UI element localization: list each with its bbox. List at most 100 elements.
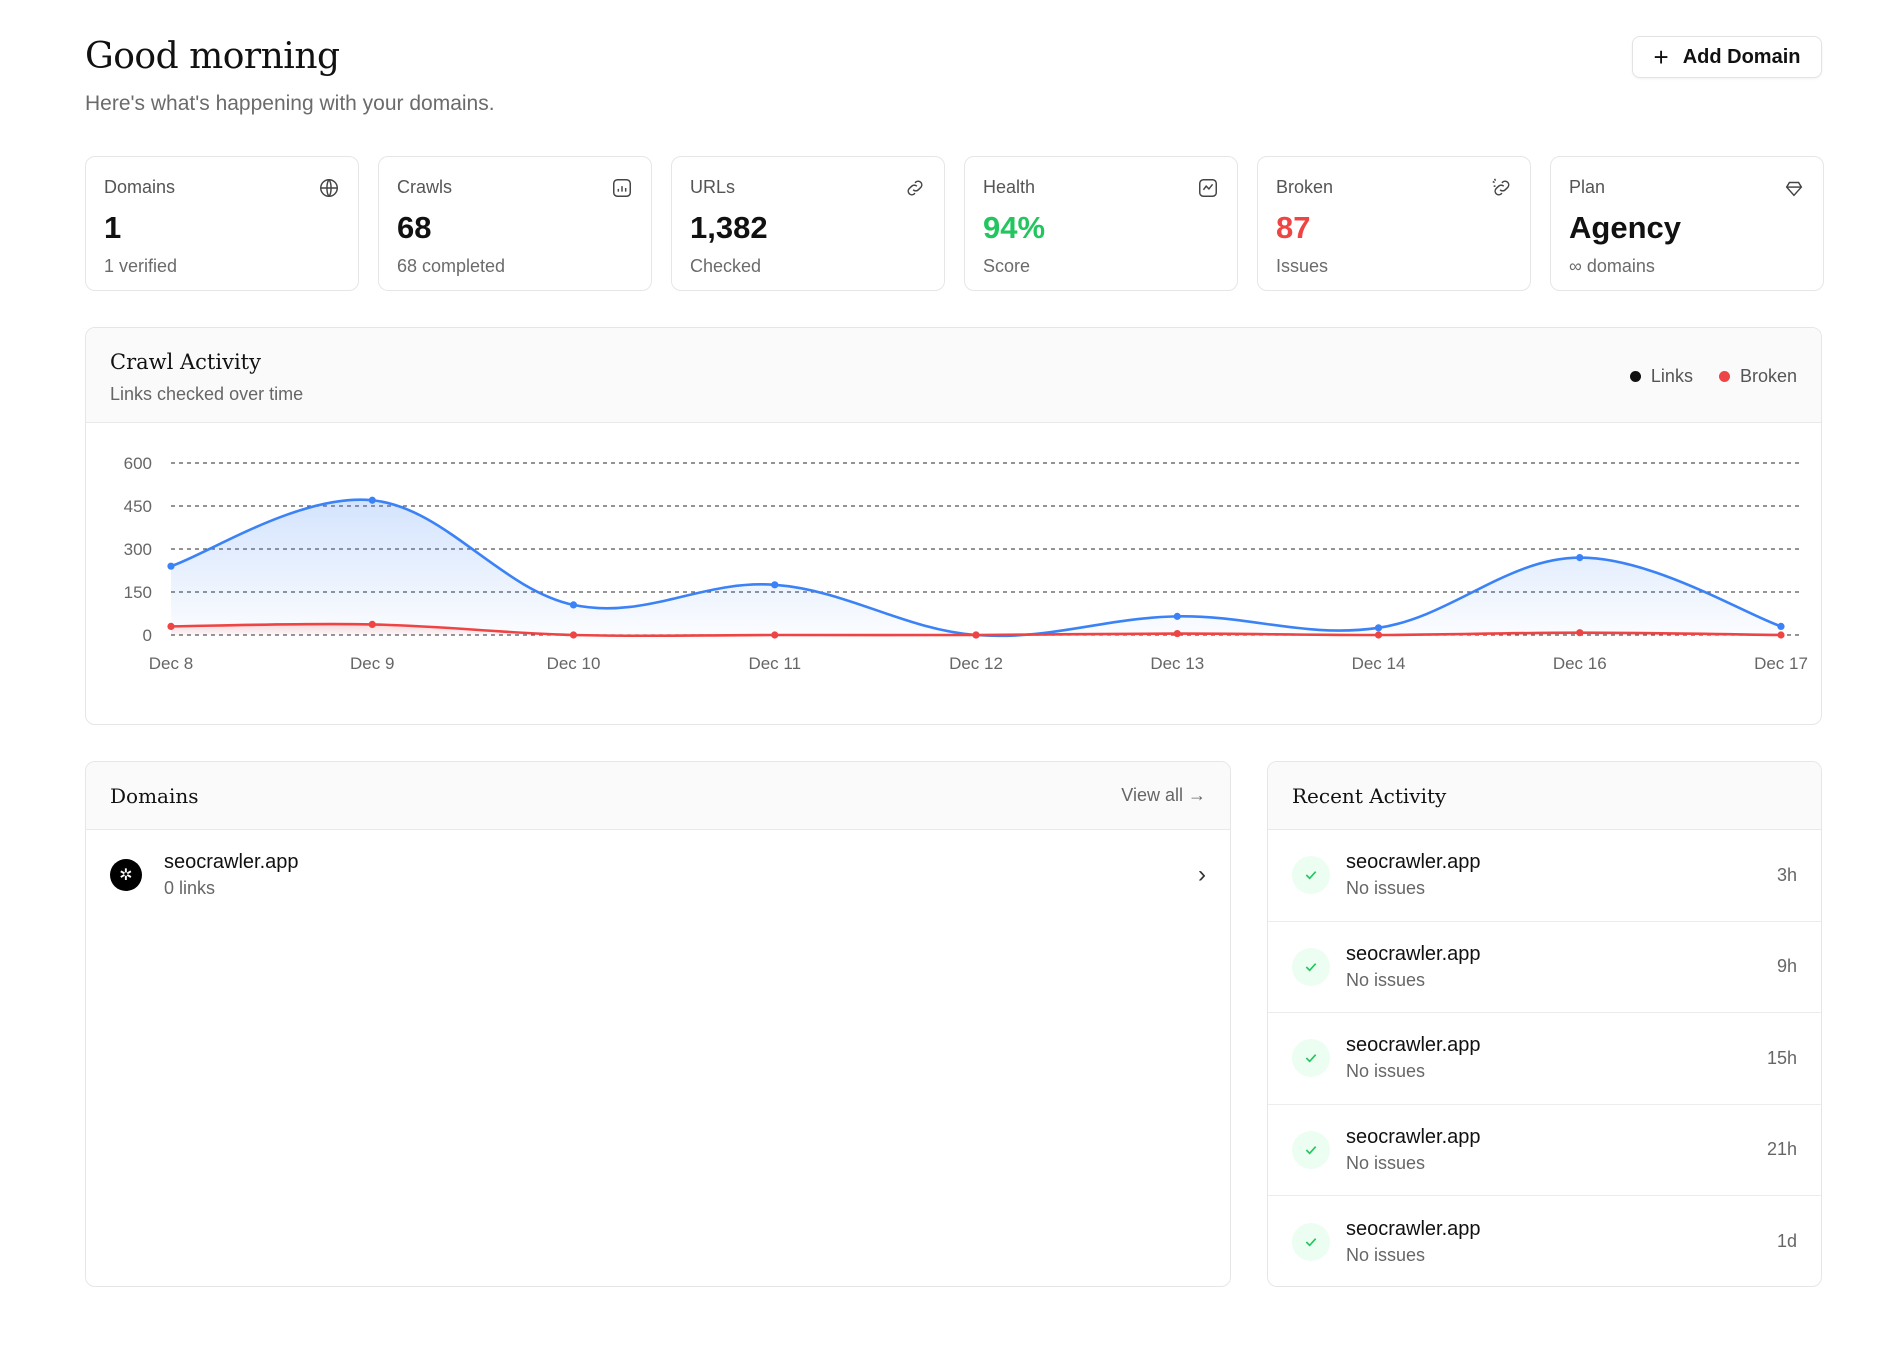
- page-subtitle: Here's what's happening with your domain…: [85, 92, 495, 115]
- check-icon: [1292, 947, 1330, 986]
- domains-card-header: Domains View all →: [86, 762, 1230, 830]
- globe-icon: [320, 179, 338, 197]
- page-title: Good morning: [85, 36, 340, 77]
- chart-legend: Links Broken: [1629, 366, 1797, 387]
- point-links: [1777, 622, 1785, 630]
- stat-card-crawls: Crawls 68 68 completed: [378, 156, 652, 291]
- plus-icon: +: [1653, 42, 1669, 72]
- point-links: [167, 562, 175, 570]
- stat-sub: Checked: [690, 256, 762, 276]
- chart-subtitle: Links checked over time: [110, 384, 304, 404]
- domains-card-title: Domains: [110, 783, 199, 808]
- chart-icon: [613, 179, 631, 197]
- point-links: [771, 581, 779, 589]
- broken-link-icon: [1492, 178, 1510, 196]
- legend-dot: [1718, 371, 1730, 382]
- activity-domain: seocrawler.app: [1346, 851, 1481, 874]
- point-broken: [1173, 629, 1181, 638]
- point-broken: [569, 631, 578, 639]
- activity-row[interactable]: seocrawler.app No issues 3h: [1268, 830, 1821, 922]
- crawl-activity-card: Crawl Activity Links checked over time L…: [85, 327, 1822, 725]
- chart-header: Crawl Activity Links checked over time L…: [86, 328, 1821, 423]
- activity-row[interactable]: seocrawler.app No issues 15h: [1268, 1013, 1821, 1105]
- point-links: [569, 601, 578, 609]
- domain-name: seocrawler.app: [164, 851, 299, 873]
- stat-value: 68: [397, 210, 432, 245]
- activity-card-header: Recent Activity: [1268, 762, 1821, 830]
- point-links: [1576, 554, 1584, 562]
- x-tick-label: Dec 9: [350, 654, 394, 673]
- domain-links-count: 0 links: [164, 878, 216, 898]
- chevron-right-icon: ›: [1198, 861, 1206, 888]
- stat-label: Health: [983, 177, 1036, 197]
- stat-value: 1,382: [690, 210, 768, 245]
- point-broken: [368, 620, 376, 628]
- crawl-activity-chart: 0 150 300 450 600 Dec 8 Dec 9 Dec 10 Dec 11 Dec 1…: [124, 454, 1808, 673]
- activity-row[interactable]: seocrawler.app No issues 1d: [1268, 1196, 1821, 1286]
- add-domain-button[interactable]: + Add Domain: [1632, 36, 1822, 78]
- x-tick-label: Dec 13: [1150, 654, 1204, 673]
- point-links: [1374, 624, 1383, 632]
- point-links: [1173, 612, 1181, 620]
- area-links: [171, 499, 1781, 636]
- activity-domain: seocrawler.app: [1346, 1125, 1481, 1148]
- check-icon: [1292, 1222, 1330, 1261]
- y-tick-label: 600: [124, 454, 152, 473]
- stat-card-urls: URLs 1,382 Checked: [671, 156, 945, 291]
- point-broken: [1777, 631, 1785, 639]
- x-tick-label: Dec 12: [949, 654, 1003, 673]
- recent-activity-card: Recent Activity seocrawler.app No issues …: [1267, 761, 1822, 1287]
- check-icon: [1292, 1039, 1330, 1078]
- activity-domain: seocrawler.app: [1346, 1034, 1481, 1057]
- activity-time: 3h: [1776, 864, 1797, 885]
- check-icon: [1292, 856, 1330, 895]
- x-tick-label: Dec 17: [1754, 654, 1808, 673]
- point-broken: [972, 631, 980, 639]
- point-broken: [1374, 631, 1383, 639]
- y-tick-label: 300: [124, 540, 152, 559]
- stat-card-plan: Plan Agency ∞ domains: [1550, 156, 1824, 291]
- view-all-link[interactable]: View all →: [1121, 785, 1206, 805]
- stat-value: 1: [104, 210, 122, 245]
- point-broken: [167, 622, 175, 630]
- activity-status: No issues: [1346, 969, 1426, 990]
- activity-status: No issues: [1346, 1061, 1426, 1082]
- stat-label: Plan: [1569, 177, 1606, 197]
- domain-favicon-icon: ✲: [110, 859, 142, 891]
- activity-row[interactable]: seocrawler.app No issues 21h: [1268, 1105, 1821, 1196]
- domain-row[interactable]: ✲ seocrawler.app 0 links ›: [86, 830, 1230, 920]
- stat-card-broken: Broken 87 Issues: [1257, 156, 1531, 291]
- activity-time: 1d: [1776, 1231, 1797, 1252]
- add-domain-label: Add Domain: [1682, 45, 1801, 68]
- activity-status: No issues: [1346, 1152, 1426, 1173]
- activity-domain: seocrawler.app: [1346, 1217, 1481, 1240]
- gem-icon: [1785, 181, 1803, 197]
- legend-item-broken: Broken: [1718, 366, 1797, 387]
- stat-card-health: Health 94% Score: [964, 156, 1238, 291]
- activity-status: No issues: [1346, 878, 1426, 899]
- stat-label: Broken: [1276, 177, 1334, 197]
- y-tick-label: 0: [143, 626, 152, 645]
- activity-time: 9h: [1776, 956, 1797, 977]
- stat-sub: 68 completed: [397, 256, 506, 276]
- y-tick-label: 150: [124, 583, 152, 602]
- domains-card: Domains View all → ✲ seocrawler.app 0 li…: [85, 761, 1231, 1287]
- activity-time: 21h: [1766, 1139, 1797, 1160]
- check-icon: [1292, 1130, 1330, 1169]
- stat-card-domains: Domains 1 1 verified: [85, 156, 359, 291]
- pulse-icon: [1199, 179, 1217, 197]
- stat-value: Agency: [1569, 210, 1681, 245]
- x-tick-label: Dec 14: [1352, 654, 1406, 673]
- activity-domain: seocrawler.app: [1346, 942, 1481, 965]
- stat-sub: Issues: [1276, 256, 1329, 276]
- x-tick-label: Dec 11: [748, 654, 801, 673]
- point-links: [368, 496, 376, 504]
- stat-label: Crawls: [397, 177, 453, 197]
- point-broken: [1576, 629, 1584, 637]
- stat-sub: Score: [983, 256, 1031, 276]
- stat-sub: 1 verified: [104, 256, 178, 276]
- legend-dot: [1629, 371, 1641, 382]
- activity-row[interactable]: seocrawler.app No issues 9h: [1268, 922, 1821, 1013]
- x-tick-label: Dec 8: [149, 654, 193, 673]
- stat-label: Domains: [104, 177, 176, 197]
